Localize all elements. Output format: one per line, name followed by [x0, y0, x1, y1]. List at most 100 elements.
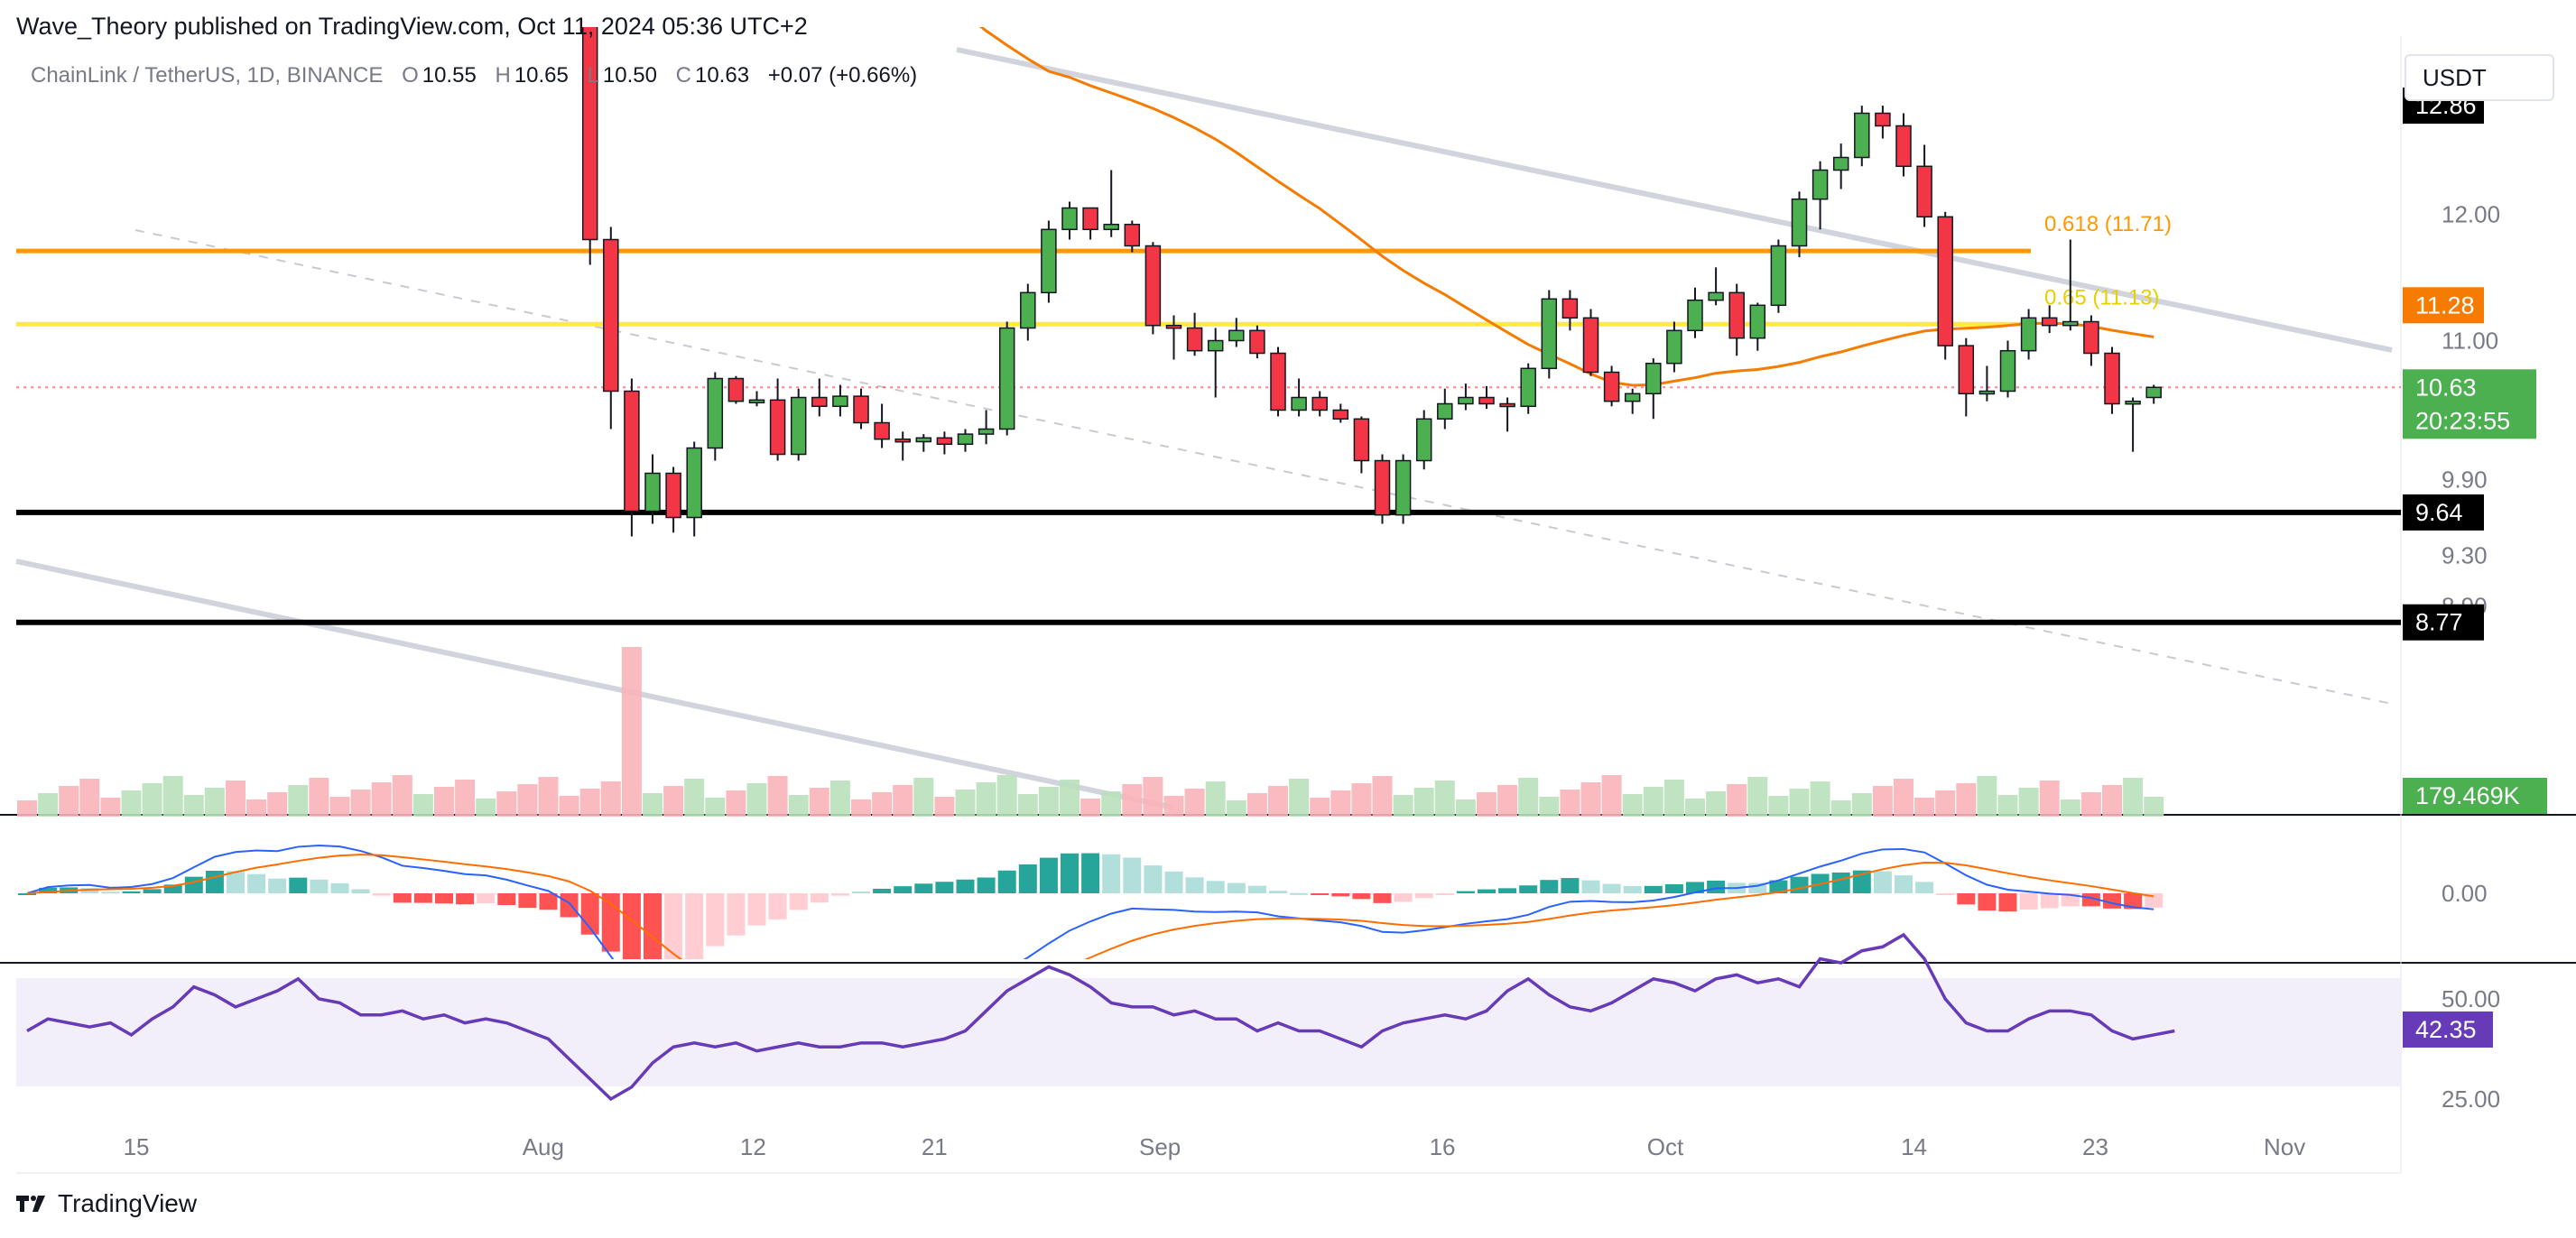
moving-averages: [978, 27, 2154, 387]
macd-histogram-bar: [1478, 889, 1496, 893]
candle-body: [1144, 245, 1162, 327]
volume-bar: [559, 796, 579, 817]
candle-body: [2145, 386, 2162, 399]
macd-histogram-bar: [873, 888, 892, 893]
macd-histogram-bar: [1498, 888, 1517, 893]
macd-histogram-bar: [1414, 893, 1433, 899]
macd-histogram-bar: [372, 893, 391, 896]
candle-body: [1249, 329, 1265, 355]
candle-body: [1582, 317, 1599, 374]
candle-body: [936, 437, 953, 446]
time-tick: Sep: [1139, 1133, 1181, 1160]
candle-body: [769, 399, 786, 456]
macd-histogram-bar: [247, 873, 266, 893]
volume-bar: [162, 776, 183, 817]
volume-bar: [2060, 799, 2080, 817]
macd-histogram-bar: [1435, 893, 1454, 895]
macd-histogram-bar: [622, 893, 641, 959]
macd-histogram-bar: [1456, 891, 1475, 893]
candle-body: [1082, 207, 1098, 231]
volume-bar: [1122, 784, 1143, 817]
volume-bar: [1226, 800, 1246, 817]
candle-body: [1374, 459, 1391, 516]
volume-bar: [1518, 778, 1539, 817]
macd-histogram-bar: [1790, 876, 1809, 893]
macd-histogram-bar: [1873, 871, 1892, 893]
candle-body: [1978, 390, 1996, 395]
volume-bar: [1351, 783, 1372, 817]
macd-histogram-bar: [1519, 885, 1538, 893]
candle-body: [1020, 291, 1036, 329]
candle-body: [1603, 371, 1620, 402]
macd-histogram-bar: [330, 882, 349, 893]
channel-lower: [15, 559, 1174, 810]
volume-bar: [1560, 790, 1580, 817]
macd-histogram-bar: [1623, 885, 1642, 893]
price-tick: 9.30: [2442, 542, 2488, 569]
volume-bar: [851, 799, 871, 817]
candle-body: [1999, 349, 2016, 393]
currency-selector[interactable]: USDT: [2405, 54, 2554, 101]
candle-body: [1186, 327, 1203, 352]
candle-body: [1291, 396, 1307, 411]
candle-body: [998, 327, 1015, 430]
macd-histogram-bar: [1185, 877, 1204, 893]
macd-histogram-bar: [1144, 865, 1163, 893]
volume-bar: [1580, 782, 1601, 817]
time-tick: 23: [2082, 1133, 2108, 1160]
volume-bar: [643, 793, 663, 817]
volume-bar: [579, 789, 600, 817]
macd-histogram-bar: [1978, 893, 1997, 911]
volume-bar: [1497, 785, 1518, 817]
volume-bar: [142, 783, 162, 817]
candle-body: [957, 433, 974, 446]
macd-histogram-bar: [1581, 880, 1600, 893]
macd-histogram-bar: [518, 893, 537, 909]
macd-histogram-bar: [997, 870, 1016, 893]
macd-histogram-bar: [1831, 872, 1850, 893]
volume-bar: [1789, 789, 1810, 817]
volume-bar: [1268, 786, 1288, 817]
macd-histogram-bar: [227, 871, 245, 893]
macd-histogram-bar: [1311, 893, 1330, 895]
ohlc-close-label: C: [675, 63, 691, 88]
macd-histogram-bar: [685, 893, 704, 959]
volume-bar: [829, 781, 850, 817]
volume-bar: [1477, 792, 1496, 817]
volume-bar: [788, 795, 809, 817]
macd-histogram-bar: [1247, 885, 1266, 893]
candle-body: [1749, 304, 1766, 339]
candle-body: [1311, 396, 1328, 411]
candle-body: [811, 396, 828, 408]
fib-label: 0.65 (11.13): [2044, 285, 2160, 310]
macd-histogram-bar: [601, 893, 620, 952]
macd-histogram-bar: [1269, 891, 1287, 893]
macd-histogram-bar: [435, 893, 453, 904]
candle-body: [1103, 223, 1119, 231]
volume-bar: [684, 779, 705, 817]
volume-bar: [1163, 796, 1184, 817]
macd-histogram-bar: [456, 893, 475, 905]
legend-line: ChainLink / TetherUS, 1D, BINANCE O 10.55…: [31, 63, 917, 88]
price-label-text: 11.28: [2415, 291, 2475, 319]
macd-histogram-bar: [18, 893, 36, 895]
candle-body: [686, 447, 702, 519]
candle-body: [2083, 320, 2099, 355]
time-tick: 14: [1901, 1133, 1927, 1160]
macd-histogram-bar: [1686, 882, 1704, 893]
volume-bar: [267, 792, 288, 817]
candle-body: [707, 377, 724, 449]
macd-histogram-bar: [810, 893, 829, 903]
macd-histogram-bar: [1164, 871, 1183, 893]
macd-histogram-bar: [1123, 857, 1142, 893]
volume-bar: [1914, 798, 1935, 817]
price-label-text: 8.77: [2415, 609, 2463, 636]
volume-bar: [1455, 799, 1476, 817]
macd-histogram-bar: [101, 892, 120, 894]
candle-body: [832, 395, 848, 408]
candle-body: [2104, 352, 2120, 405]
volume-bar: [79, 779, 100, 817]
macd-histogram-bar: [1769, 880, 1788, 893]
candle-body: [2020, 317, 2037, 352]
